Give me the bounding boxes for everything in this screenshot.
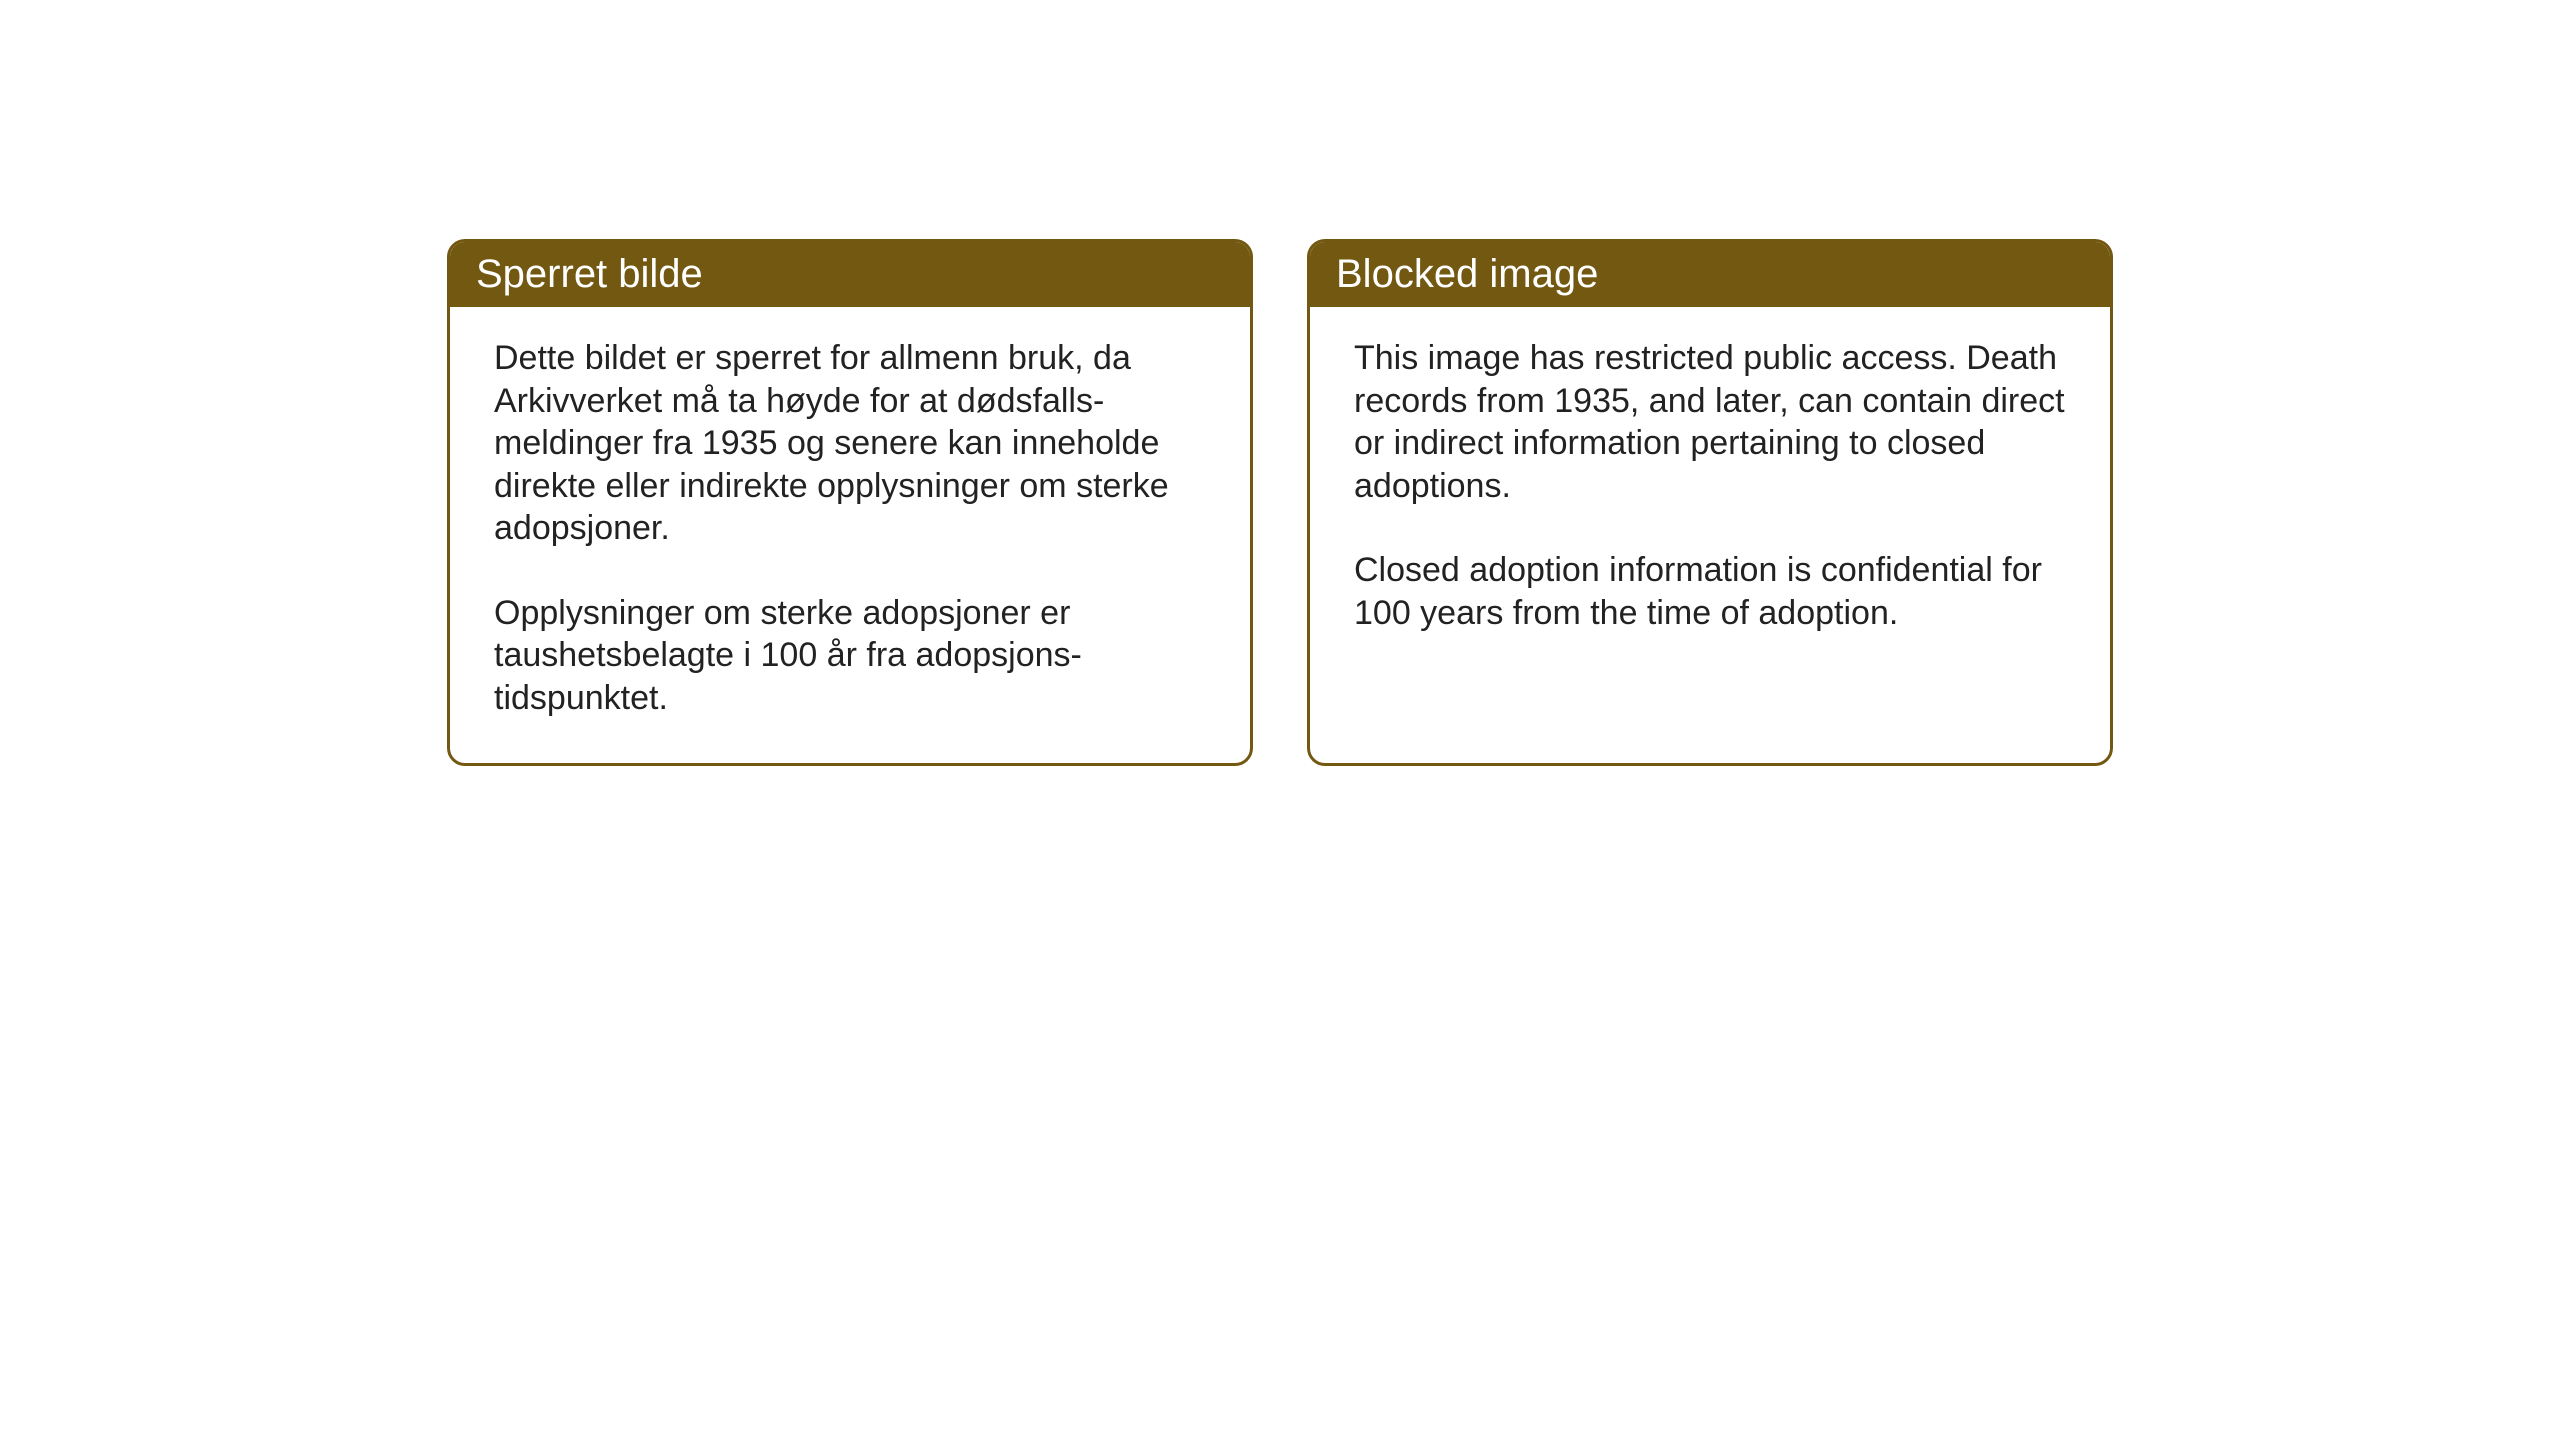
card-paragraph-2-english: Closed adoption information is confident… — [1354, 549, 2066, 634]
card-paragraph-1-norwegian: Dette bildet er sperret for allmenn bruk… — [494, 337, 1206, 550]
cards-container: Sperret bilde Dette bildet er sperret fo… — [447, 239, 2113, 766]
card-norwegian: Sperret bilde Dette bildet er sperret fo… — [447, 239, 1253, 766]
card-paragraph-1-english: This image has restricted public access.… — [1354, 337, 2066, 507]
card-english: Blocked image This image has restricted … — [1307, 239, 2113, 766]
card-paragraph-2-norwegian: Opplysninger om sterke adopsjoner er tau… — [494, 592, 1206, 720]
card-title-norwegian: Sperret bilde — [450, 242, 1250, 307]
card-body-english: This image has restricted public access.… — [1310, 307, 2110, 678]
card-title-english: Blocked image — [1310, 242, 2110, 307]
card-body-norwegian: Dette bildet er sperret for allmenn bruk… — [450, 307, 1250, 763]
